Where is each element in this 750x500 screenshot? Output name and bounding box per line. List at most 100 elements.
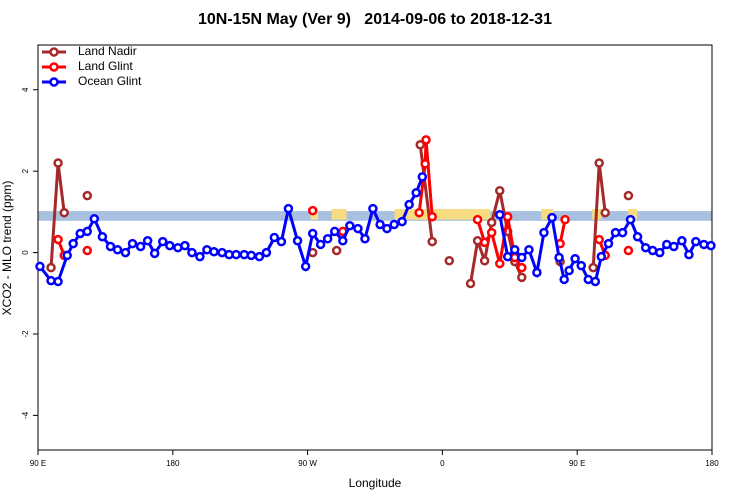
x-tick-label: 180	[705, 459, 719, 468]
data-point	[623, 190, 634, 201]
data-point	[59, 207, 69, 218]
data-point	[623, 245, 634, 256]
data-point	[588, 262, 598, 273]
legend-label: Land Glint	[78, 59, 133, 73]
y-tick-label: 0	[21, 250, 30, 255]
data-point	[444, 255, 455, 266]
data-point	[331, 245, 342, 256]
data-point	[524, 244, 534, 255]
data-point	[158, 236, 168, 247]
data-point	[283, 203, 294, 214]
data-point	[411, 188, 421, 198]
data-point	[89, 214, 100, 224]
data-point	[600, 207, 610, 218]
data-point	[617, 227, 628, 238]
highlight	[628, 209, 638, 220]
data-point	[486, 227, 497, 238]
data-point	[135, 241, 146, 252]
y-axis-label: XCO2 - MLO trend (ppm)	[0, 181, 14, 316]
data-point	[149, 248, 160, 259]
data-point	[82, 245, 93, 256]
data-point	[97, 231, 108, 242]
data-point	[427, 236, 437, 247]
y-tick-label: 2	[21, 168, 30, 173]
data-point	[427, 212, 437, 222]
data-point	[590, 276, 601, 287]
data-point	[276, 236, 287, 247]
data-point	[307, 205, 318, 216]
data-point	[495, 258, 505, 269]
data-point	[53, 276, 63, 287]
data-point	[596, 251, 607, 262]
data-point	[329, 226, 340, 237]
data-point	[368, 203, 378, 214]
data-point	[338, 236, 348, 246]
data-point	[502, 212, 513, 222]
data-point	[165, 240, 175, 251]
data-point	[691, 236, 701, 247]
data-point	[654, 247, 665, 258]
data-point	[382, 223, 392, 234]
legend-label: Land Nadir	[78, 44, 137, 58]
data-point	[570, 253, 580, 264]
legend-label: Ocean Glint	[78, 74, 142, 88]
data-point	[307, 228, 318, 239]
data-point	[625, 214, 636, 225]
data-point	[509, 244, 520, 255]
data-point	[62, 250, 72, 261]
data-point	[415, 139, 425, 150]
data-point	[82, 226, 93, 237]
data-point	[554, 252, 564, 263]
highlight	[394, 209, 491, 220]
data-point	[420, 159, 430, 169]
legend-marker	[49, 47, 59, 57]
data-point	[246, 250, 257, 261]
data-point	[53, 234, 63, 245]
data-point	[684, 249, 694, 260]
data-point	[292, 236, 303, 246]
data-point	[421, 135, 431, 145]
data-point	[417, 172, 428, 182]
data-point	[576, 260, 586, 271]
data-point	[375, 219, 385, 230]
data-point	[564, 265, 574, 276]
data-point	[46, 262, 56, 273]
data-point	[231, 249, 241, 260]
data-point	[495, 209, 505, 220]
data-point	[254, 251, 265, 262]
data-point	[547, 212, 557, 223]
data-point	[180, 240, 190, 251]
data-point	[603, 238, 614, 249]
data-point	[353, 223, 363, 234]
data-point	[127, 238, 138, 249]
data-point	[68, 238, 78, 249]
data-point	[105, 241, 116, 252]
x-tick-label: 180	[166, 459, 180, 468]
data-point	[677, 236, 687, 246]
data-point	[465, 278, 476, 289]
data-point	[479, 237, 490, 248]
data-point	[53, 158, 63, 168]
data-point	[112, 244, 123, 255]
data-point	[261, 247, 272, 258]
y-tick-label: -2	[21, 330, 30, 338]
data-point	[187, 247, 197, 258]
data-point	[479, 255, 490, 266]
data-point	[414, 207, 424, 218]
data-point	[389, 219, 399, 230]
data-point	[315, 239, 326, 250]
data-point	[209, 247, 219, 257]
data-point	[345, 220, 355, 231]
highlight	[331, 209, 347, 220]
data-point	[322, 233, 333, 244]
data-point	[397, 216, 407, 227]
data-point	[142, 236, 153, 246]
data-point	[195, 251, 205, 262]
y-tick-label: -4	[21, 411, 30, 419]
data-point	[559, 274, 569, 285]
data-point	[539, 227, 549, 238]
data-point	[517, 272, 527, 283]
highlight	[541, 209, 554, 220]
x-tick-label: 90 E	[30, 459, 46, 468]
